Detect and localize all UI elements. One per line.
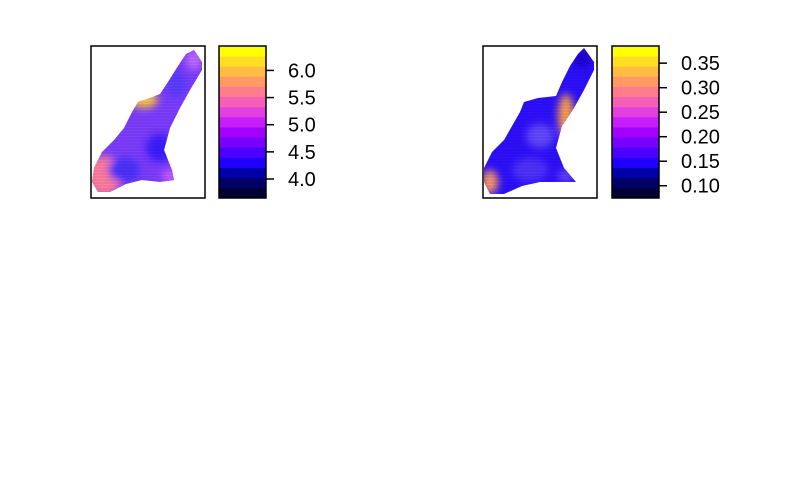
colorbar-2-band-0: [612, 187, 659, 199]
colorbar-2-band-12: [612, 66, 659, 77]
colorbar-1-tick-label: 6.0: [288, 60, 316, 82]
colorbar-2-tick-label: 0.30: [681, 78, 720, 100]
colorbar-2-band-6: [612, 127, 659, 138]
colorbar-1-band-12: [219, 66, 266, 77]
colorbar-1-tick-label: 5.0: [288, 115, 316, 137]
colorbar-2-band-14: [612, 46, 659, 57]
colorbar-2-band-8: [612, 106, 659, 118]
colorbar-2-band-11: [612, 76, 659, 87]
colorbar-2-bands: [612, 46, 659, 199]
map-2-mid-lower: [512, 158, 548, 182]
map-panel-1: [90, 45, 206, 199]
colorbar-2-tick-label: 0.10: [681, 176, 720, 198]
colorbar-1-bands: [219, 46, 266, 199]
colorbar-2-band-10: [612, 86, 659, 98]
colorbar-2: 0.10 0.150.20 0.250.30 0.35: [611, 45, 720, 199]
colorbar-1-band-1: [219, 177, 266, 189]
map-panel-2: [482, 45, 598, 199]
colorbar-2-tick-label: 0.20: [681, 127, 720, 149]
colorbar-2-band-9: [612, 96, 659, 108]
map-1-hot-upper-shoulder: [130, 92, 158, 108]
map-field-2: [484, 48, 594, 194]
colorbar-2-band-5: [612, 137, 659, 148]
colorbar-1-band-0: [219, 187, 266, 199]
colorbar-1-band-14: [219, 46, 266, 57]
colorbar-1-band-13: [219, 56, 266, 67]
colorbar-2-band-1: [612, 177, 659, 189]
colorbar-2-tick-label: 0.15: [681, 151, 720, 173]
map-2-mid-center: [526, 124, 554, 148]
colorbar-1: 4.0 4.5 5.0 5.5 6.0: [218, 45, 316, 199]
colorbar-1-band-6: [219, 127, 266, 138]
colorbar-1-ticks: 4.0 4.5 5.0 5.5 6.0: [266, 60, 316, 191]
colorbar-1-band-9: [219, 96, 266, 108]
colorbar-1-band-3: [219, 157, 266, 168]
colorbar-2-band-13: [612, 56, 659, 67]
colorbar-1-tick-label: 5.5: [288, 88, 316, 110]
colorbar-1-band-10: [219, 86, 266, 98]
colorbar-2-band-3: [612, 157, 659, 168]
map-frame-1: [90, 45, 206, 199]
colorbar-1-frame: [218, 45, 267, 199]
colorbar-2-band-7: [612, 116, 659, 128]
colorbar-1-band-5: [219, 137, 266, 148]
colorbar-2-band-2: [612, 167, 659, 179]
colorbar-2-band-4: [612, 147, 659, 158]
colorbar-1-band-4: [219, 147, 266, 158]
colorbar-1-tick-label: 4.5: [288, 142, 316, 164]
colorbar-2-tick-label: 0.35: [681, 53, 720, 75]
colorbar-1-band-7: [219, 116, 266, 128]
colorbar-2-ticks: 0.10 0.150.20 0.250.30 0.35: [659, 53, 720, 198]
map-2-hot-right: [558, 94, 574, 138]
map-frame-2: [482, 45, 598, 199]
colorbar-1-band-2: [219, 167, 266, 179]
colorbar-1-band-8: [219, 106, 266, 118]
colorbar-1-tick-label: 4.0: [288, 169, 316, 191]
map-1-cool-center: [108, 158, 140, 182]
colorbar-1-band-11: [219, 76, 266, 87]
colorbar-2-frame: [611, 45, 660, 199]
map-field-1: [92, 50, 202, 192]
colorbar-2-tick-label: 0.25: [681, 102, 720, 124]
